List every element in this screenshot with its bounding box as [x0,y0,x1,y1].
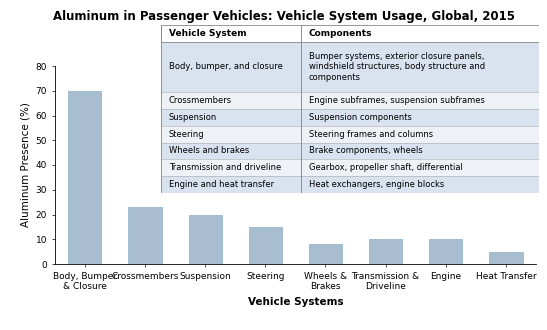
Bar [68,91,101,264]
FancyBboxPatch shape [161,109,539,126]
Text: Engine and heat transfer: Engine and heat transfer [169,180,274,189]
X-axis label: Vehicle Systems: Vehicle Systems [248,297,343,307]
Text: Transmission and driveline: Transmission and driveline [169,163,281,172]
Text: Steering frames and columns: Steering frames and columns [309,130,433,139]
Bar [189,214,222,264]
Text: Aluminum in Passenger Vehicles: Vehicle System Usage, Global, 2015: Aluminum in Passenger Vehicles: Vehicle … [54,10,515,23]
Bar [309,244,342,264]
FancyBboxPatch shape [161,92,539,109]
Text: Vehicle System: Vehicle System [169,29,247,38]
Text: Gearbox, propeller shaft, differential: Gearbox, propeller shaft, differential [309,163,462,172]
Text: Suspension components: Suspension components [309,113,411,122]
Bar [490,251,522,264]
FancyBboxPatch shape [161,42,539,92]
Bar [429,239,462,264]
Text: Engine subframes, suspension subframes: Engine subframes, suspension subframes [309,96,485,105]
Text: Steering: Steering [169,130,205,139]
FancyBboxPatch shape [161,126,539,143]
FancyBboxPatch shape [161,25,539,42]
Text: Suspension: Suspension [169,113,217,122]
Bar [249,227,282,264]
FancyBboxPatch shape [161,143,539,159]
Text: Wheels and brakes: Wheels and brakes [169,147,249,155]
Y-axis label: Aluminum Presence (%): Aluminum Presence (%) [20,103,30,227]
Text: Brake components, wheels: Brake components, wheels [309,147,422,155]
Bar [129,207,161,264]
Text: Crossmembers: Crossmembers [169,96,232,105]
Text: Body, bumper, and closure: Body, bumper, and closure [169,62,283,71]
Bar [369,239,402,264]
Text: Heat exchangers, engine blocks: Heat exchangers, engine blocks [309,180,444,189]
FancyBboxPatch shape [161,176,539,193]
FancyBboxPatch shape [161,159,539,176]
Text: Bumper systems, exterior closure panels,
windshield structures, body structure a: Bumper systems, exterior closure panels,… [309,52,485,82]
Text: Components: Components [309,29,372,38]
